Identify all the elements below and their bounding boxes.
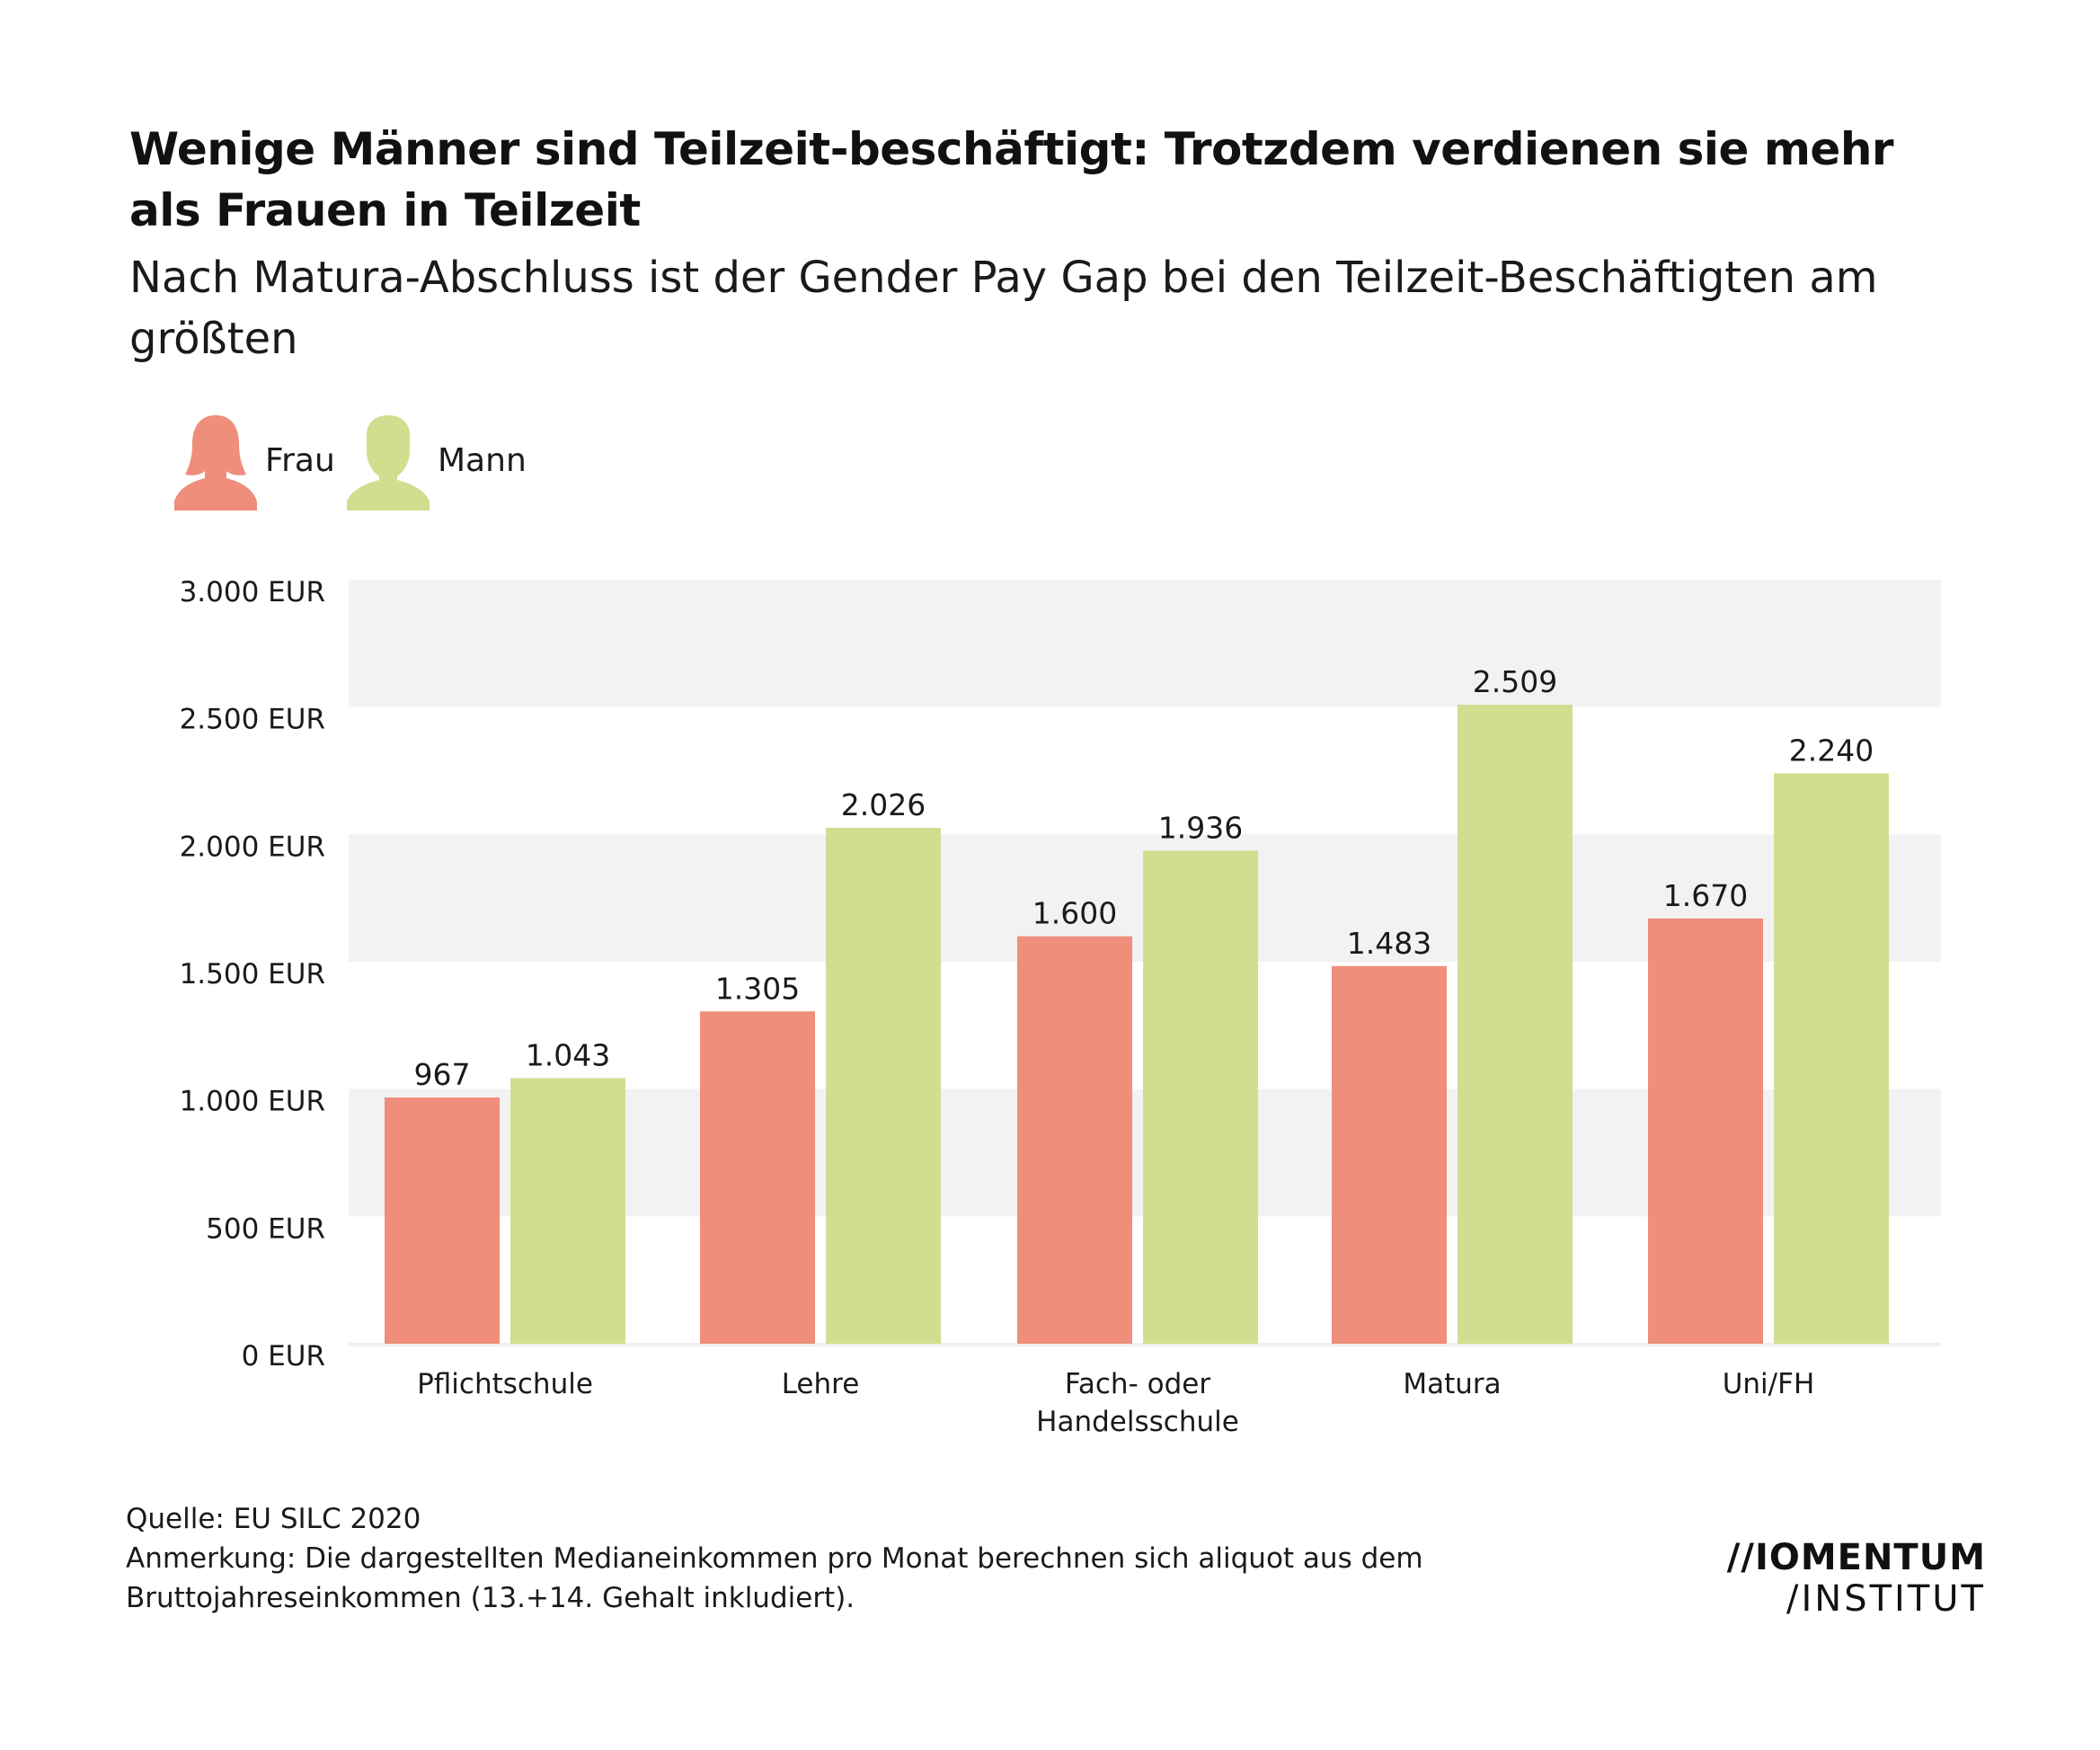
data-label: 2.240 bbox=[1789, 733, 1874, 768]
y-tick-label: 3.000 EUR bbox=[180, 576, 325, 609]
data-label: 2.509 bbox=[1473, 664, 1557, 699]
legend-label-frau: Frau bbox=[265, 442, 335, 479]
bar-chart: 0 EUR 500 EUR 1.000 EUR 1.500 EUR 2.000 EUR 2… bbox=[180, 576, 1941, 1438]
y-tick-label: 1.500 EUR bbox=[180, 958, 325, 990]
x-category-label: Pflichtschule bbox=[417, 1368, 593, 1400]
footnote: Quelle: EU SILC 2020 Anmerkung: Die darg… bbox=[126, 1499, 1423, 1618]
x-category-label: Matura bbox=[1403, 1368, 1501, 1400]
chart-subtitle: Nach Matura-Abschluss ist der Gender Pay… bbox=[129, 253, 1878, 364]
bar-mann bbox=[826, 827, 941, 1344]
grid-band bbox=[349, 580, 1941, 707]
logo-line-1: //IOMENTUM bbox=[1726, 1537, 1986, 1578]
x-category-label: Fach- oder bbox=[1065, 1368, 1210, 1400]
data-label: 1.483 bbox=[1347, 926, 1431, 961]
legend-label-mann: Mann bbox=[438, 442, 527, 479]
bar-frau bbox=[1017, 936, 1132, 1344]
bar-frau bbox=[700, 1011, 815, 1344]
x-category-label: Handelsschule bbox=[1036, 1406, 1239, 1438]
y-tick-label: 500 EUR bbox=[206, 1213, 325, 1245]
data-label: 1.043 bbox=[526, 1037, 610, 1072]
data-label: 967 bbox=[414, 1057, 471, 1092]
bar-mann bbox=[1458, 705, 1573, 1344]
data-label: 1.670 bbox=[1663, 878, 1748, 913]
man-icon bbox=[347, 415, 430, 511]
data-label: 2.026 bbox=[841, 787, 926, 822]
x-category-label: Lehre bbox=[782, 1368, 860, 1400]
bar-frau bbox=[385, 1097, 500, 1344]
momentum-institut-logo: //IOMENTUM /INSTITUT bbox=[1716, 1537, 1986, 1627]
remark-line-1: Anmerkung: Die dargestellten Medianeinko… bbox=[126, 1542, 1423, 1575]
y-tick-label: 0 EUR bbox=[242, 1340, 325, 1372]
woman-icon bbox=[174, 415, 257, 511]
logo-line-2: /INSTITUT bbox=[1786, 1578, 1986, 1620]
y-tick-label: 2.000 EUR bbox=[180, 831, 325, 863]
x-category-label: Uni/FH bbox=[1723, 1368, 1815, 1400]
bar-frau bbox=[1332, 965, 1447, 1344]
data-label: 1.305 bbox=[715, 971, 800, 1006]
y-tick-label: 2.500 EUR bbox=[180, 704, 325, 736]
remark-line-2: Bruttojahreseinkommen (13.+14. Gehalt in… bbox=[126, 1582, 855, 1614]
source-note: Quelle: EU SILC 2020 bbox=[126, 1503, 421, 1535]
bar-mann bbox=[510, 1078, 625, 1344]
bar-mann bbox=[1143, 850, 1258, 1344]
data-label: 1.600 bbox=[1032, 896, 1117, 931]
bar-frau bbox=[1648, 918, 1763, 1344]
bar-mann bbox=[1774, 773, 1889, 1344]
y-tick-label: 1.000 EUR bbox=[180, 1086, 325, 1118]
chart-title: Wenige Männer sind Teilzeit-beschäftigt:… bbox=[129, 123, 1894, 236]
data-label: 1.936 bbox=[1158, 810, 1243, 845]
